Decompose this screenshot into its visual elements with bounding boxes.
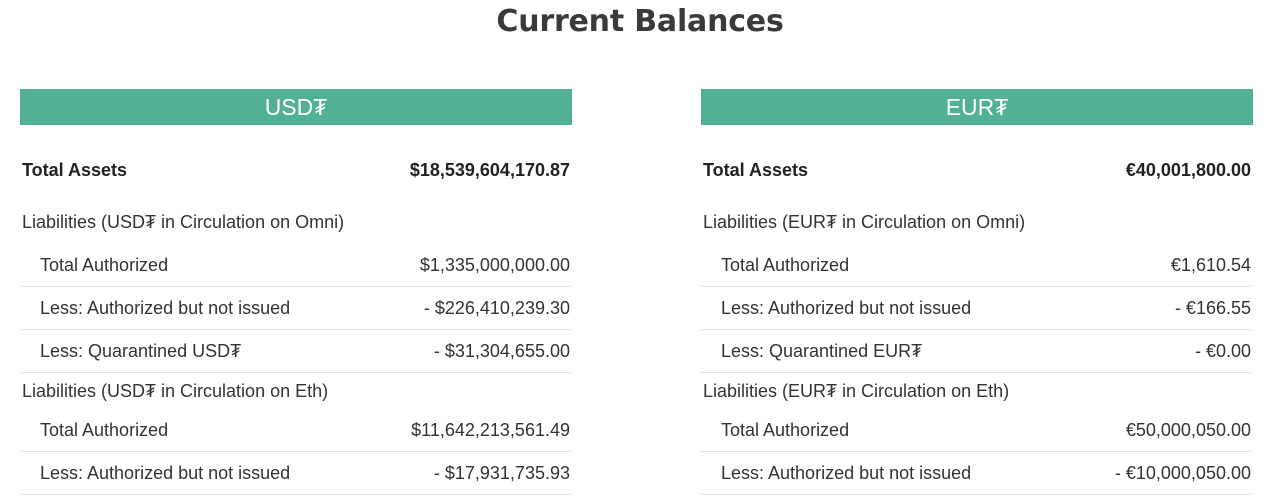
row-label: Less: Authorized but not issued xyxy=(40,297,291,318)
liabilities-eth-heading: Liabilities (EUR₮ in Circulation on Eth) xyxy=(701,373,1253,409)
row-label: Total Authorized xyxy=(40,419,169,440)
total-assets-value: $18,539,604,170.87 xyxy=(409,159,570,180)
row-value: - $17,931,735.93 xyxy=(433,462,570,483)
liabilities-omni-title: Liabilities (USD₮ in Circulation on Omni… xyxy=(22,211,345,232)
liabilities-eth-title: Liabilities (EUR₮ in Circulation on Eth) xyxy=(703,380,1010,401)
row-value: €1,610.54 xyxy=(1170,254,1251,275)
balance-row: Less: Authorized but not issued - €166.5… xyxy=(701,287,1253,330)
row-label: Less: Quarantined EUR₮ xyxy=(721,340,923,361)
row-value: - €0.00 xyxy=(1194,340,1251,361)
balance-row: Total Authorized $11,642,213,561.49 xyxy=(20,409,572,452)
total-assets-label: Total Assets xyxy=(703,159,809,180)
liabilities-omni-heading: Liabilities (USD₮ in Circulation on Omni… xyxy=(20,190,572,244)
balance-row: Less: Authorized but not issued - €10,00… xyxy=(701,452,1253,495)
row-label: Total Authorized xyxy=(40,254,169,275)
eurt-balance-panel: EUR₮ Total Assets €40,001,800.00 Liabili… xyxy=(701,89,1253,495)
balance-row: Less: Quarantined USD₮ - $31,304,655.00 xyxy=(20,330,572,373)
row-label: Total Authorized xyxy=(721,254,850,275)
balance-row: Less: Authorized but not issued - $226,4… xyxy=(20,287,572,330)
liabilities-eth-title: Liabilities (USD₮ in Circulation on Eth) xyxy=(22,380,329,401)
row-value: - $31,304,655.00 xyxy=(433,340,570,361)
balance-row: Less: Authorized but not issued - $17,93… xyxy=(20,452,572,495)
balance-row: Total Authorized €1,610.54 xyxy=(701,244,1253,287)
panel-header-usdt: USD₮ xyxy=(20,89,572,125)
liabilities-omni-heading: Liabilities (EUR₮ in Circulation on Omni… xyxy=(701,190,1253,244)
row-label: Less: Quarantined USD₮ xyxy=(40,340,242,361)
liabilities-eth-heading: Liabilities (USD₮ in Circulation on Eth) xyxy=(20,373,572,409)
row-label: Less: Authorized but not issued xyxy=(721,462,972,483)
row-value: - €166.55 xyxy=(1174,297,1251,318)
balance-row: Total Authorized €50,000,050.00 xyxy=(701,409,1253,452)
row-label: Less: Authorized but not issued xyxy=(721,297,972,318)
balance-row: Total Authorized $1,335,000,000.00 xyxy=(20,244,572,287)
usdt-balance-panel: USD₮ Total Assets $18,539,604,170.87 Lia… xyxy=(20,89,572,495)
panel-header-eurt: EUR₮ xyxy=(701,89,1253,125)
row-value: €50,000,050.00 xyxy=(1125,419,1251,440)
row-value: $1,335,000,000.00 xyxy=(419,254,570,275)
total-assets-row: Total Assets $18,539,604,170.87 xyxy=(20,150,572,190)
total-assets-value: €40,001,800.00 xyxy=(1125,159,1251,180)
page-title: Current Balances xyxy=(496,4,784,39)
row-label: Less: Authorized but not issued xyxy=(40,462,291,483)
total-assets-row: Total Assets €40,001,800.00 xyxy=(701,150,1253,190)
row-value: $11,642,213,561.49 xyxy=(411,419,570,440)
total-assets-label: Total Assets xyxy=(22,159,128,180)
row-label: Total Authorized xyxy=(721,419,850,440)
row-value: - $226,410,239.30 xyxy=(423,297,570,318)
balance-row: Less: Quarantined EUR₮ - €0.00 xyxy=(701,330,1253,373)
row-value: - €10,000,050.00 xyxy=(1114,462,1251,483)
liabilities-omni-title: Liabilities (EUR₮ in Circulation on Omni… xyxy=(703,211,1026,232)
